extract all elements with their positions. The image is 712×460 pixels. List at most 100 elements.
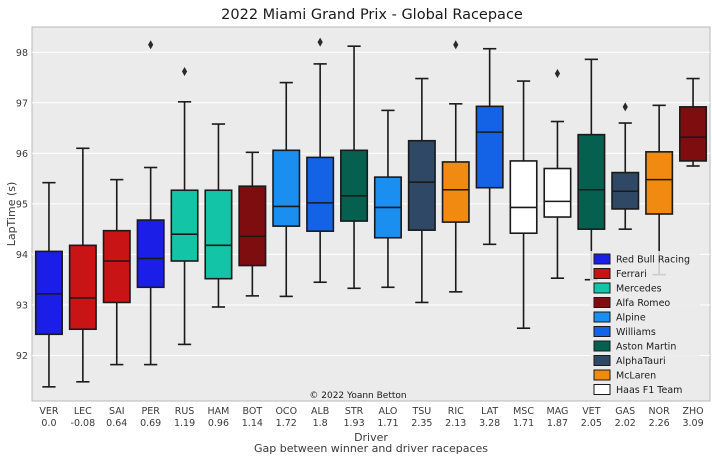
outlier-point	[453, 40, 459, 50]
box-iqr	[102, 229, 131, 304]
x-tick-gap: 1.72	[276, 418, 297, 429]
legend-swatch	[593, 340, 611, 352]
box-ver	[34, 181, 63, 388]
x-tick-label: MSC	[513, 406, 534, 417]
x-tick-label: VET	[582, 406, 601, 417]
outlier-point	[622, 102, 628, 112]
legend-label: Williams	[616, 327, 656, 338]
outlier-point	[181, 66, 188, 76]
legend-item: Aston Martin	[593, 340, 676, 353]
box-iqr	[238, 185, 267, 267]
box-iqr	[306, 156, 335, 232]
box-per	[136, 40, 165, 366]
x-tick-label: STR	[345, 406, 364, 417]
box-iqr	[68, 244, 97, 331]
box-oco	[272, 81, 301, 298]
legend-swatch	[593, 268, 611, 279]
x-tick-label: LAT	[481, 406, 498, 417]
x-axis-sublabel: Gap between winner and driver racepaces	[254, 442, 488, 455]
box-gas	[611, 102, 640, 230]
x-tick-label: GAS	[615, 406, 635, 417]
x-tick-label: MAG	[547, 406, 569, 417]
box-iqr	[340, 149, 369, 222]
credit-annotation: © 2022 Yoann Betton	[309, 391, 406, 401]
chart-title: 2022 Miami Grand Prix - Global Racepace	[221, 7, 523, 23]
legend-swatch	[593, 311, 611, 323]
x-tick-label: BOT	[243, 406, 263, 417]
x-tick-gap: 2.35	[411, 418, 432, 429]
x-tick-gap: 0.0	[41, 418, 56, 429]
legend-label: Red Bull Racing	[616, 255, 690, 266]
x-tick-gap: 0.69	[140, 418, 161, 429]
legend-item: McLaren	[593, 369, 656, 382]
y-tick-label: 94	[16, 250, 28, 261]
box-zho	[679, 77, 708, 167]
y-axis-ticks: 92 93 94 95 96 97 98	[16, 48, 28, 362]
legend-item: Red Bull Racing	[593, 253, 690, 266]
legend-label: Ferrari	[616, 269, 647, 280]
legend-swatch	[593, 326, 611, 337]
box-iqr	[679, 106, 708, 162]
box-iqr	[475, 105, 504, 189]
box-iqr	[543, 167, 572, 218]
box-sai	[102, 178, 131, 366]
x-tick-gap: 1.71	[377, 418, 398, 429]
box-iqr	[136, 219, 165, 289]
legend-item: Alpine	[593, 311, 646, 324]
box-lec	[68, 147, 97, 383]
x-tick-gap: 2.02	[615, 418, 636, 429]
x-tick-gap: 1.71	[513, 418, 534, 429]
x-tick-gap: 1.87	[547, 418, 568, 429]
box-tsu	[407, 77, 436, 304]
box-iqr	[204, 189, 233, 280]
outlier-point	[148, 40, 154, 50]
box-iqr	[34, 250, 63, 336]
x-tick-gap: 2.13	[445, 418, 466, 429]
box-iqr	[170, 189, 199, 262]
legend-swatch	[593, 253, 611, 265]
y-axis-label: LapTime (s)	[5, 182, 18, 247]
x-tick-gap: 1.14	[242, 418, 263, 429]
legend-label: Mercedes	[616, 284, 662, 295]
y-tick-label: 95	[16, 199, 28, 210]
x-tick-label: HAM	[208, 406, 230, 417]
x-tick-gap: -0.08	[71, 418, 96, 429]
box-msc	[509, 80, 538, 330]
outlier-point	[554, 68, 561, 78]
x-tick-label: RIC	[448, 406, 464, 417]
box-iqr	[509, 160, 538, 235]
legend-swatch	[593, 355, 611, 366]
x-axis-label: Driver	[354, 431, 388, 444]
legend-label: AlphaTauri	[616, 356, 666, 367]
box-lat	[475, 47, 504, 246]
x-tick-gap: 2.05	[581, 418, 602, 429]
x-tick-gap: 3.09	[682, 418, 703, 429]
box-ric	[441, 40, 470, 293]
box-nor	[645, 104, 674, 276]
legend-label: Aston Martin	[616, 342, 676, 353]
box-str	[340, 45, 369, 290]
x-tick-label: ALO	[378, 406, 397, 417]
legend-item: Williams	[593, 326, 656, 338]
x-tick-label: SAI	[109, 406, 125, 417]
legend-item: Ferrari	[593, 268, 647, 280]
x-tick-label: OCO	[275, 406, 297, 417]
box-alo	[373, 109, 402, 289]
x-tick-label: ZHO	[682, 406, 703, 417]
box-iqr	[407, 139, 436, 231]
legend-label: Haas F1 Team	[616, 385, 682, 396]
y-tick-label: 98	[16, 48, 28, 59]
x-tick-label: NOR	[649, 406, 671, 417]
legend-swatch	[593, 384, 611, 395]
x-tick-label: VER	[39, 406, 59, 417]
y-tick-label: 97	[16, 98, 28, 109]
legend-label: Alfa Romeo	[616, 298, 670, 309]
outlier-point	[317, 37, 323, 47]
legend-label: Alpine	[616, 313, 646, 324]
legend-swatch	[593, 282, 611, 294]
y-tick-label: 96	[16, 149, 28, 160]
y-tick-label: 92	[16, 351, 28, 362]
x-tick-label: RUS	[175, 406, 195, 417]
